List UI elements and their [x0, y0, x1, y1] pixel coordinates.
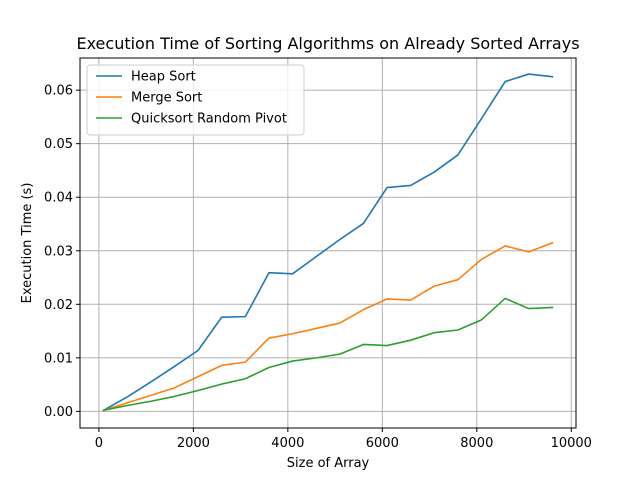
chart-title: Execution Time of Sorting Algorithms on …	[76, 34, 579, 53]
x-tick-label: 8000	[460, 436, 493, 451]
y-axis-label: Execution Time (s)	[20, 183, 35, 304]
legend: Heap Sort Merge Sort Quicksort Random Pivo…	[86, 64, 305, 136]
x-tick-label: 6000	[366, 436, 399, 451]
x-axis-ticks: 0 2000 4000 6000 8000 10000	[95, 428, 592, 451]
x-tick-label: 10000	[551, 436, 592, 451]
x-tick-label: 2000	[177, 436, 210, 451]
y-tick-label: 0.02	[44, 298, 73, 313]
y-axis-ticks: 0.00 0.01 0.02 0.03 0.04 0.05 0.06	[44, 84, 80, 420]
legend-label-quicksort-random-pivot: Quicksort Random Pivot	[131, 112, 287, 127]
series-lines	[102, 73, 554, 412]
x-tick-label: 4000	[271, 436, 304, 451]
y-tick-label: 0.04	[44, 191, 73, 206]
y-tick-label: 0.06	[44, 84, 73, 99]
legend-frame	[86, 64, 305, 136]
y-tick-label: 0.03	[44, 244, 73, 259]
y-tick-label: 0.05	[44, 137, 73, 152]
x-tick-label: 0	[95, 436, 103, 451]
series-line-heap-sort	[102, 73, 554, 412]
plot-area-frame	[79, 57, 577, 429]
x-axis-label: Size of Array	[287, 456, 370, 471]
series-line-quicksort-random-pivot	[102, 297, 554, 412]
y-tick-label: 0.00	[44, 405, 73, 420]
y-tick-label: 0.01	[44, 351, 73, 366]
legend-label-heap-sort: Heap Sort	[131, 70, 196, 85]
legend-label-merge-sort: Merge Sort	[131, 91, 202, 106]
series-line-merge-sort	[102, 241, 554, 412]
